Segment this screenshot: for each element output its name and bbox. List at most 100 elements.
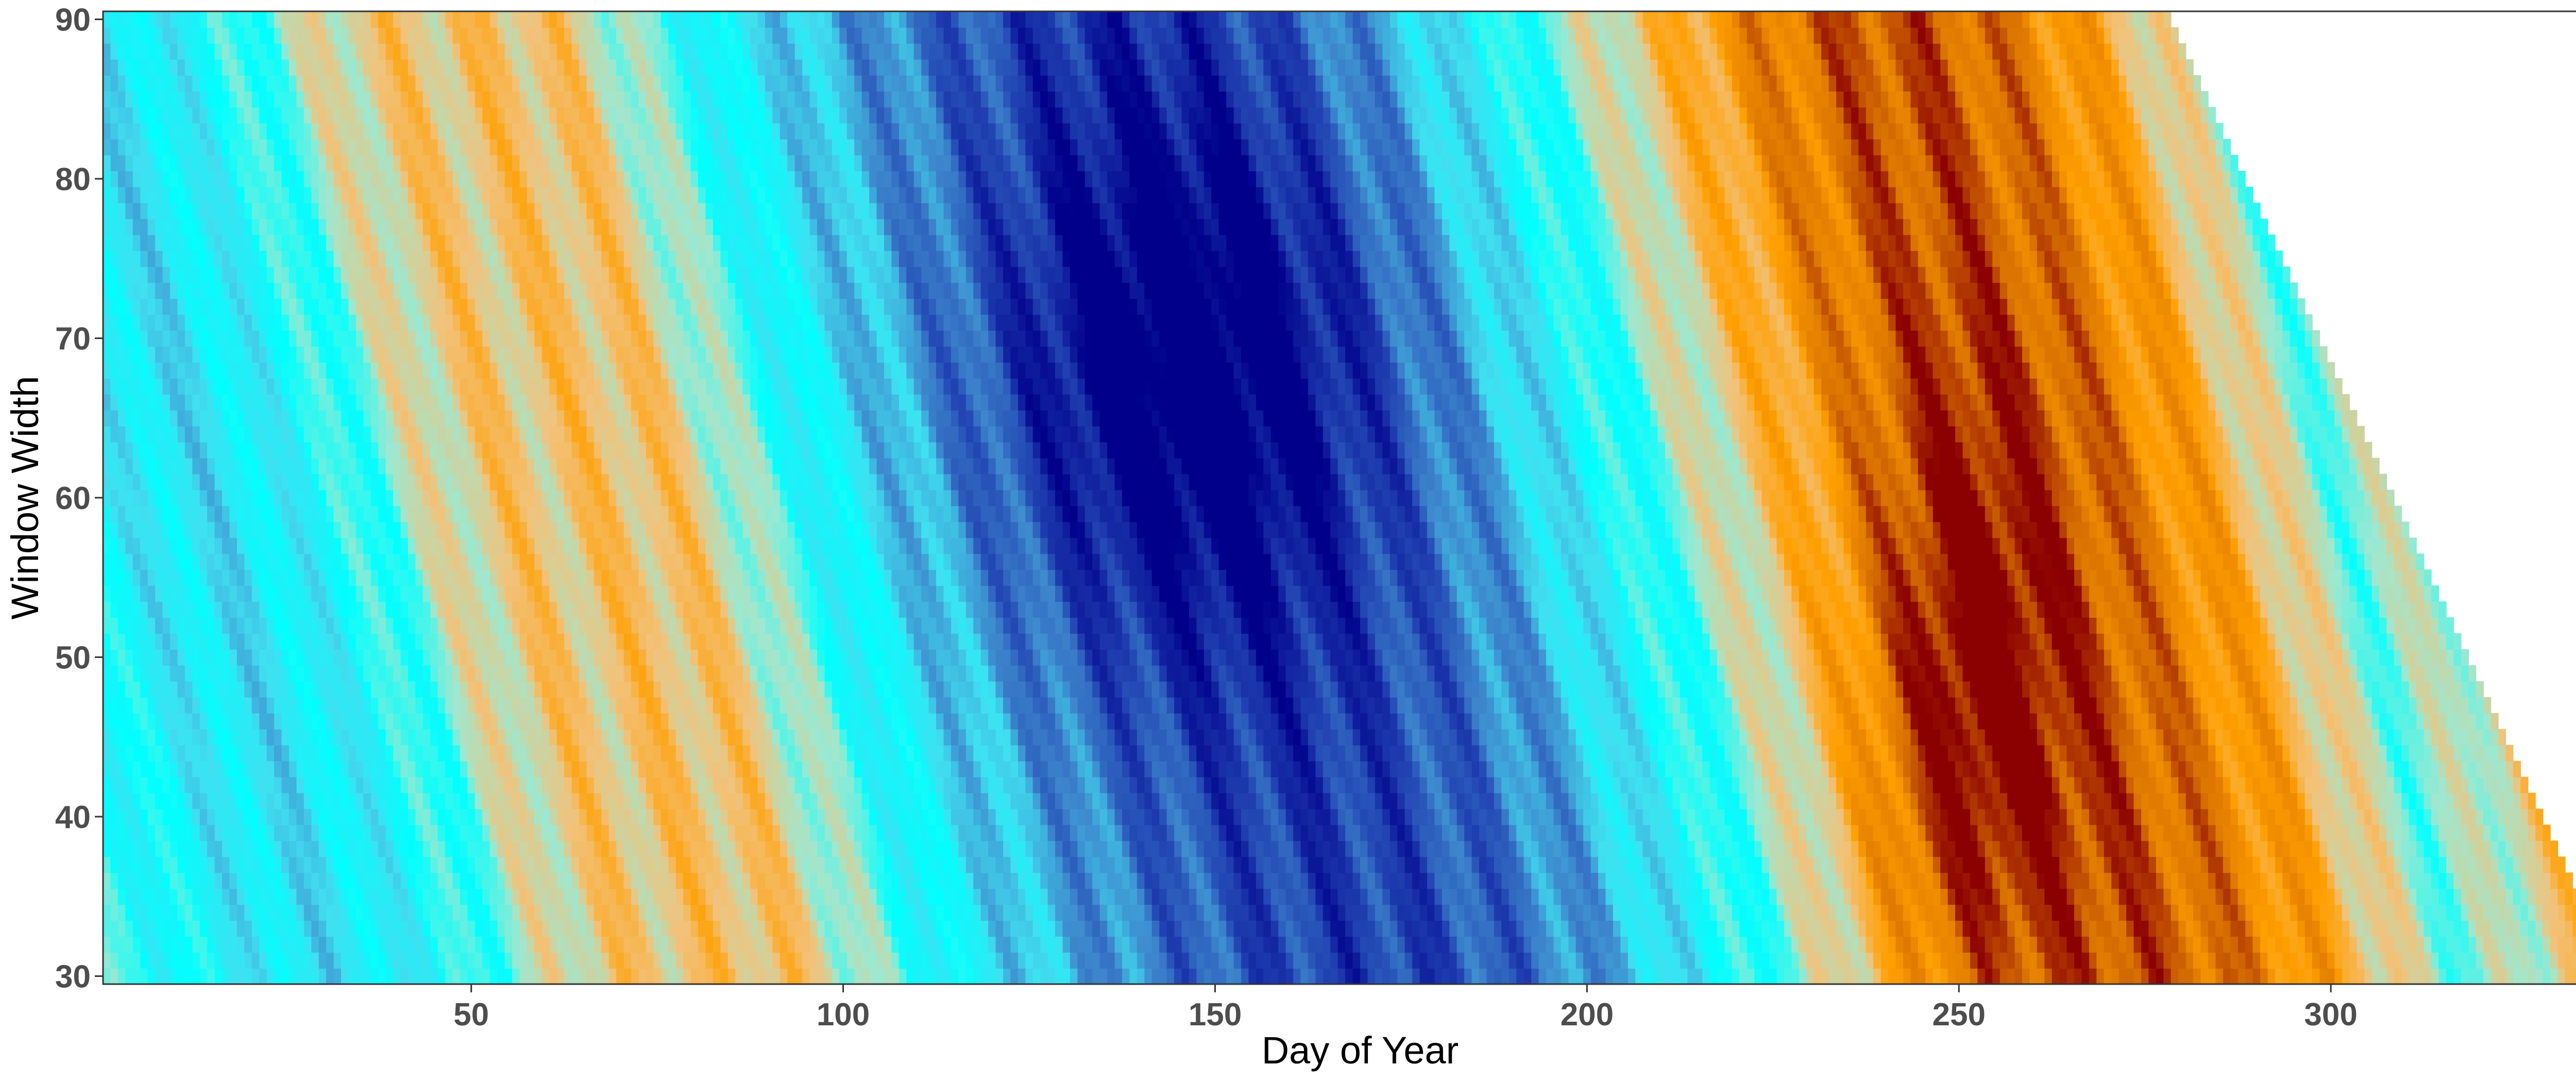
heatmap-cell xyxy=(415,856,423,873)
heatmap-cell xyxy=(705,856,714,873)
heatmap-cell xyxy=(1397,888,1405,905)
heatmap-cell xyxy=(393,952,401,969)
heatmap-cell xyxy=(2468,968,2477,985)
heatmap-cell xyxy=(2461,745,2469,762)
heatmap-cell xyxy=(1300,760,1309,777)
heatmap-cell xyxy=(2357,936,2365,953)
heatmap-cell xyxy=(1479,888,1487,905)
heatmap-cell xyxy=(1151,872,1160,889)
heatmap-cell xyxy=(184,808,193,825)
heatmap-cell xyxy=(1940,792,1948,809)
heatmap-cell xyxy=(899,760,907,777)
heatmap-cell xyxy=(1464,824,1472,841)
heatmap-cell xyxy=(2424,856,2432,873)
heatmap-cell xyxy=(1389,904,1398,921)
heatmap-cell xyxy=(995,840,1004,857)
heatmap-cell xyxy=(2215,808,2224,825)
heatmap-cell xyxy=(2386,856,2395,873)
heatmap-cell xyxy=(779,968,788,985)
heatmap-cell xyxy=(2543,888,2551,905)
heatmap-cell xyxy=(794,952,803,969)
heatmap-cell xyxy=(2327,856,2335,873)
heatmap-cell xyxy=(1018,760,1026,777)
heatmap-cell xyxy=(2490,856,2499,873)
heatmap-cell xyxy=(1888,792,1896,809)
heatmap-cell xyxy=(244,856,252,873)
heatmap-cell xyxy=(2349,872,2358,889)
heatmap-cell xyxy=(1293,824,1301,841)
heatmap-cell xyxy=(1442,952,1450,969)
heatmap-cell xyxy=(400,888,409,905)
heatmap-cell xyxy=(965,808,974,825)
heatmap-cell xyxy=(884,936,892,953)
heatmap-cell xyxy=(631,920,639,937)
heatmap-cell xyxy=(1754,745,1762,762)
heatmap-cell xyxy=(616,745,624,762)
heatmap-cell xyxy=(489,888,498,905)
heatmap-cell xyxy=(943,808,952,825)
heatmap-cell xyxy=(1888,824,1896,841)
heatmap-cell xyxy=(2267,824,2276,841)
heatmap-cell xyxy=(846,872,855,889)
heatmap-cell xyxy=(1174,792,1182,809)
heatmap-cell xyxy=(705,872,714,889)
heatmap-cell xyxy=(1025,760,1033,777)
heatmap-cell xyxy=(750,888,758,905)
heatmap-cell xyxy=(400,824,409,841)
heatmap-cell xyxy=(1635,808,1643,825)
heatmap-cell xyxy=(2446,904,2454,921)
heatmap-cell xyxy=(1382,776,1391,793)
heatmap-cell xyxy=(363,952,371,969)
heatmap-cell xyxy=(2148,920,2157,937)
heatmap-cell xyxy=(430,776,438,793)
heatmap-cell xyxy=(1575,904,1584,921)
heatmap-cell xyxy=(2319,888,2328,905)
heatmap-cell xyxy=(2379,745,2387,762)
heatmap-cell xyxy=(2223,760,2231,777)
heatmap-cell xyxy=(318,824,327,841)
heatmap-cell xyxy=(1866,856,1874,873)
heatmap-cell xyxy=(727,920,736,937)
heatmap-cell xyxy=(2282,872,2291,889)
heatmap-cell xyxy=(378,888,386,905)
heatmap-cell xyxy=(2148,888,2157,905)
heatmap-cell xyxy=(326,808,334,825)
heatmap-cell xyxy=(2297,760,2306,777)
heatmap-cell xyxy=(601,856,609,873)
heatmap-cell xyxy=(199,729,208,746)
heatmap-cell xyxy=(2193,872,2201,889)
heatmap-cell xyxy=(1799,808,1807,825)
heatmap-cell xyxy=(1196,776,1205,793)
heatmap-cell xyxy=(2364,840,2372,857)
heatmap-cell xyxy=(594,888,602,905)
heatmap-cell xyxy=(1360,840,1368,857)
heatmap-cell xyxy=(965,776,974,793)
heatmap-cell xyxy=(1211,856,1219,873)
heatmap-cell xyxy=(1018,840,1026,857)
heatmap-cell xyxy=(2044,840,2053,857)
heatmap-cell xyxy=(988,952,996,969)
heatmap-cell xyxy=(1494,936,1502,953)
heatmap-cell xyxy=(2208,872,2216,889)
heatmap-cell xyxy=(147,729,156,746)
heatmap-cell xyxy=(1702,776,1710,793)
heatmap-cell xyxy=(147,904,156,921)
heatmap-cell xyxy=(1047,904,1056,921)
heatmap-cell xyxy=(1575,824,1584,841)
heatmap-cell xyxy=(333,936,342,953)
heatmap-cell xyxy=(817,792,825,809)
heatmap-cell xyxy=(1315,920,1324,937)
heatmap-cell xyxy=(899,856,907,873)
heatmap-cell xyxy=(2505,745,2514,762)
heatmap-cell xyxy=(1672,904,1681,921)
heatmap-cell xyxy=(1977,952,1986,969)
heatmap-cell xyxy=(303,792,312,809)
heatmap-cell xyxy=(1166,760,1175,777)
heatmap-cell xyxy=(289,936,297,953)
heatmap-cell xyxy=(2364,952,2372,969)
heatmap-cell xyxy=(1084,840,1093,857)
heatmap-cell xyxy=(2156,936,2164,953)
heatmap-cell xyxy=(1694,776,1703,793)
heatmap-cell xyxy=(1880,952,1889,969)
heatmap-cell xyxy=(303,776,312,793)
